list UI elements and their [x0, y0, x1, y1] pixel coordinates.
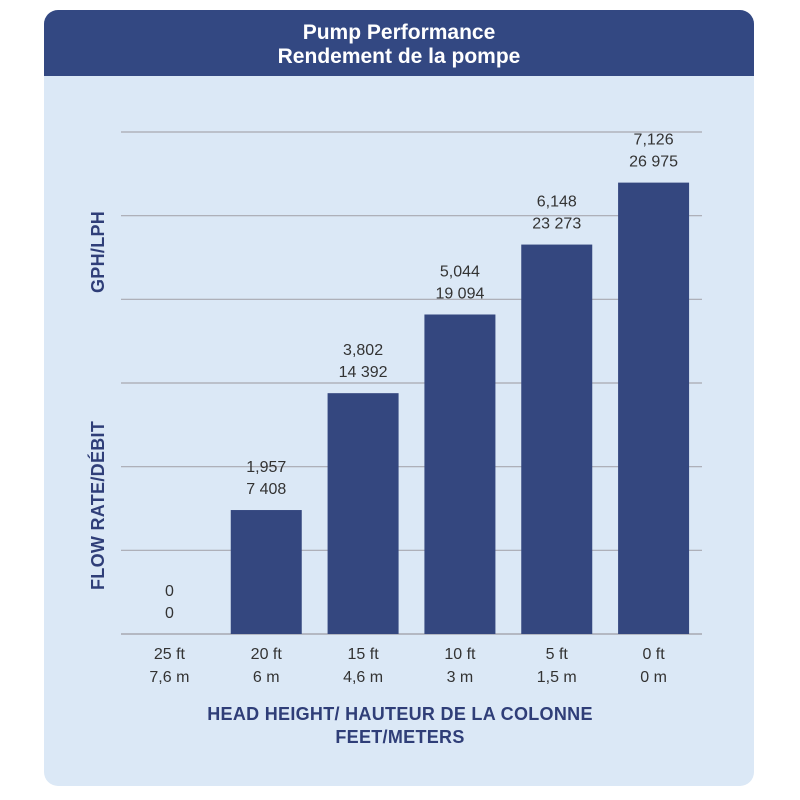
value-label-gph: 3,802 — [343, 342, 383, 359]
value-label-lph: 19 094 — [435, 285, 484, 302]
value-label-gph: 1,957 — [246, 459, 286, 476]
x-tick-label-feet: 10 ft — [444, 646, 476, 663]
x-tick-label-feet: 5 ft — [546, 646, 569, 663]
value-label-lph: 14 392 — [339, 364, 388, 381]
x-axis-units: FEET/METERS — [335, 727, 465, 747]
bars — [230, 182, 690, 635]
x-tick-label-feet: 25 ft — [154, 646, 186, 663]
value-label-gph: 7,126 — [634, 132, 674, 149]
y-axis-units: GPH/LPH — [88, 210, 108, 293]
x-tick-label-meters: 4,6 m — [343, 669, 383, 686]
value-label-lph: 0 — [165, 605, 174, 622]
value-label-gph: 5,044 — [440, 263, 480, 280]
y-axis-label: FLOW RATE/DÉBIT — [88, 420, 108, 590]
value-label-gph: 0 — [165, 583, 174, 600]
bar — [521, 244, 593, 635]
value-label-lph: 26 975 — [629, 154, 678, 171]
x-tick-label-meters: 3 m — [447, 669, 474, 686]
y-axis-title: FLOW RATE/DÉBIT GPH/LPH — [78, 30, 118, 590]
x-axis-label: HEAD HEIGHT/ HAUTEUR DE LA COLONNE — [207, 704, 593, 724]
chart-title: Pump Performance — [302, 21, 496, 44]
x-tick-label-meters: 1,5 m — [537, 669, 577, 686]
x-tick-label-meters: 6 m — [253, 669, 280, 686]
value-label-lph: 23 273 — [532, 216, 581, 233]
chart-header: Pump Performance Rendement de la pompe — [44, 10, 754, 76]
x-tick-label-feet: 20 ft — [251, 646, 283, 663]
chart-subtitle: Rendement de la pompe — [277, 45, 521, 68]
x-axis-title: HEAD HEIGHT/ HAUTEUR DE LA COLONNE FEET/… — [0, 703, 800, 749]
bar — [618, 182, 690, 634]
x-tick-label-feet: 0 ft — [642, 646, 665, 663]
value-label-gph: 6,148 — [537, 194, 577, 211]
x-tick-label-meters: 7,6 m — [149, 669, 189, 686]
value-labels: 0 0 1,957 7 408 3,802 14 392 5,044 19 094 6,148 2… — [165, 132, 678, 622]
bar — [424, 314, 496, 634]
bar — [327, 393, 399, 634]
bar — [230, 510, 302, 634]
x-tick-labels: 25 ft 7,6 m 20 ft 6 m 15 ft 4,6 m 10 ft 3 m 5 ft… — [149, 646, 667, 686]
value-label-lph: 7 408 — [246, 481, 286, 498]
x-tick-label-meters: 0 m — [640, 669, 667, 686]
x-tick-label-feet: 15 ft — [348, 646, 380, 663]
gridlines — [121, 131, 702, 635]
